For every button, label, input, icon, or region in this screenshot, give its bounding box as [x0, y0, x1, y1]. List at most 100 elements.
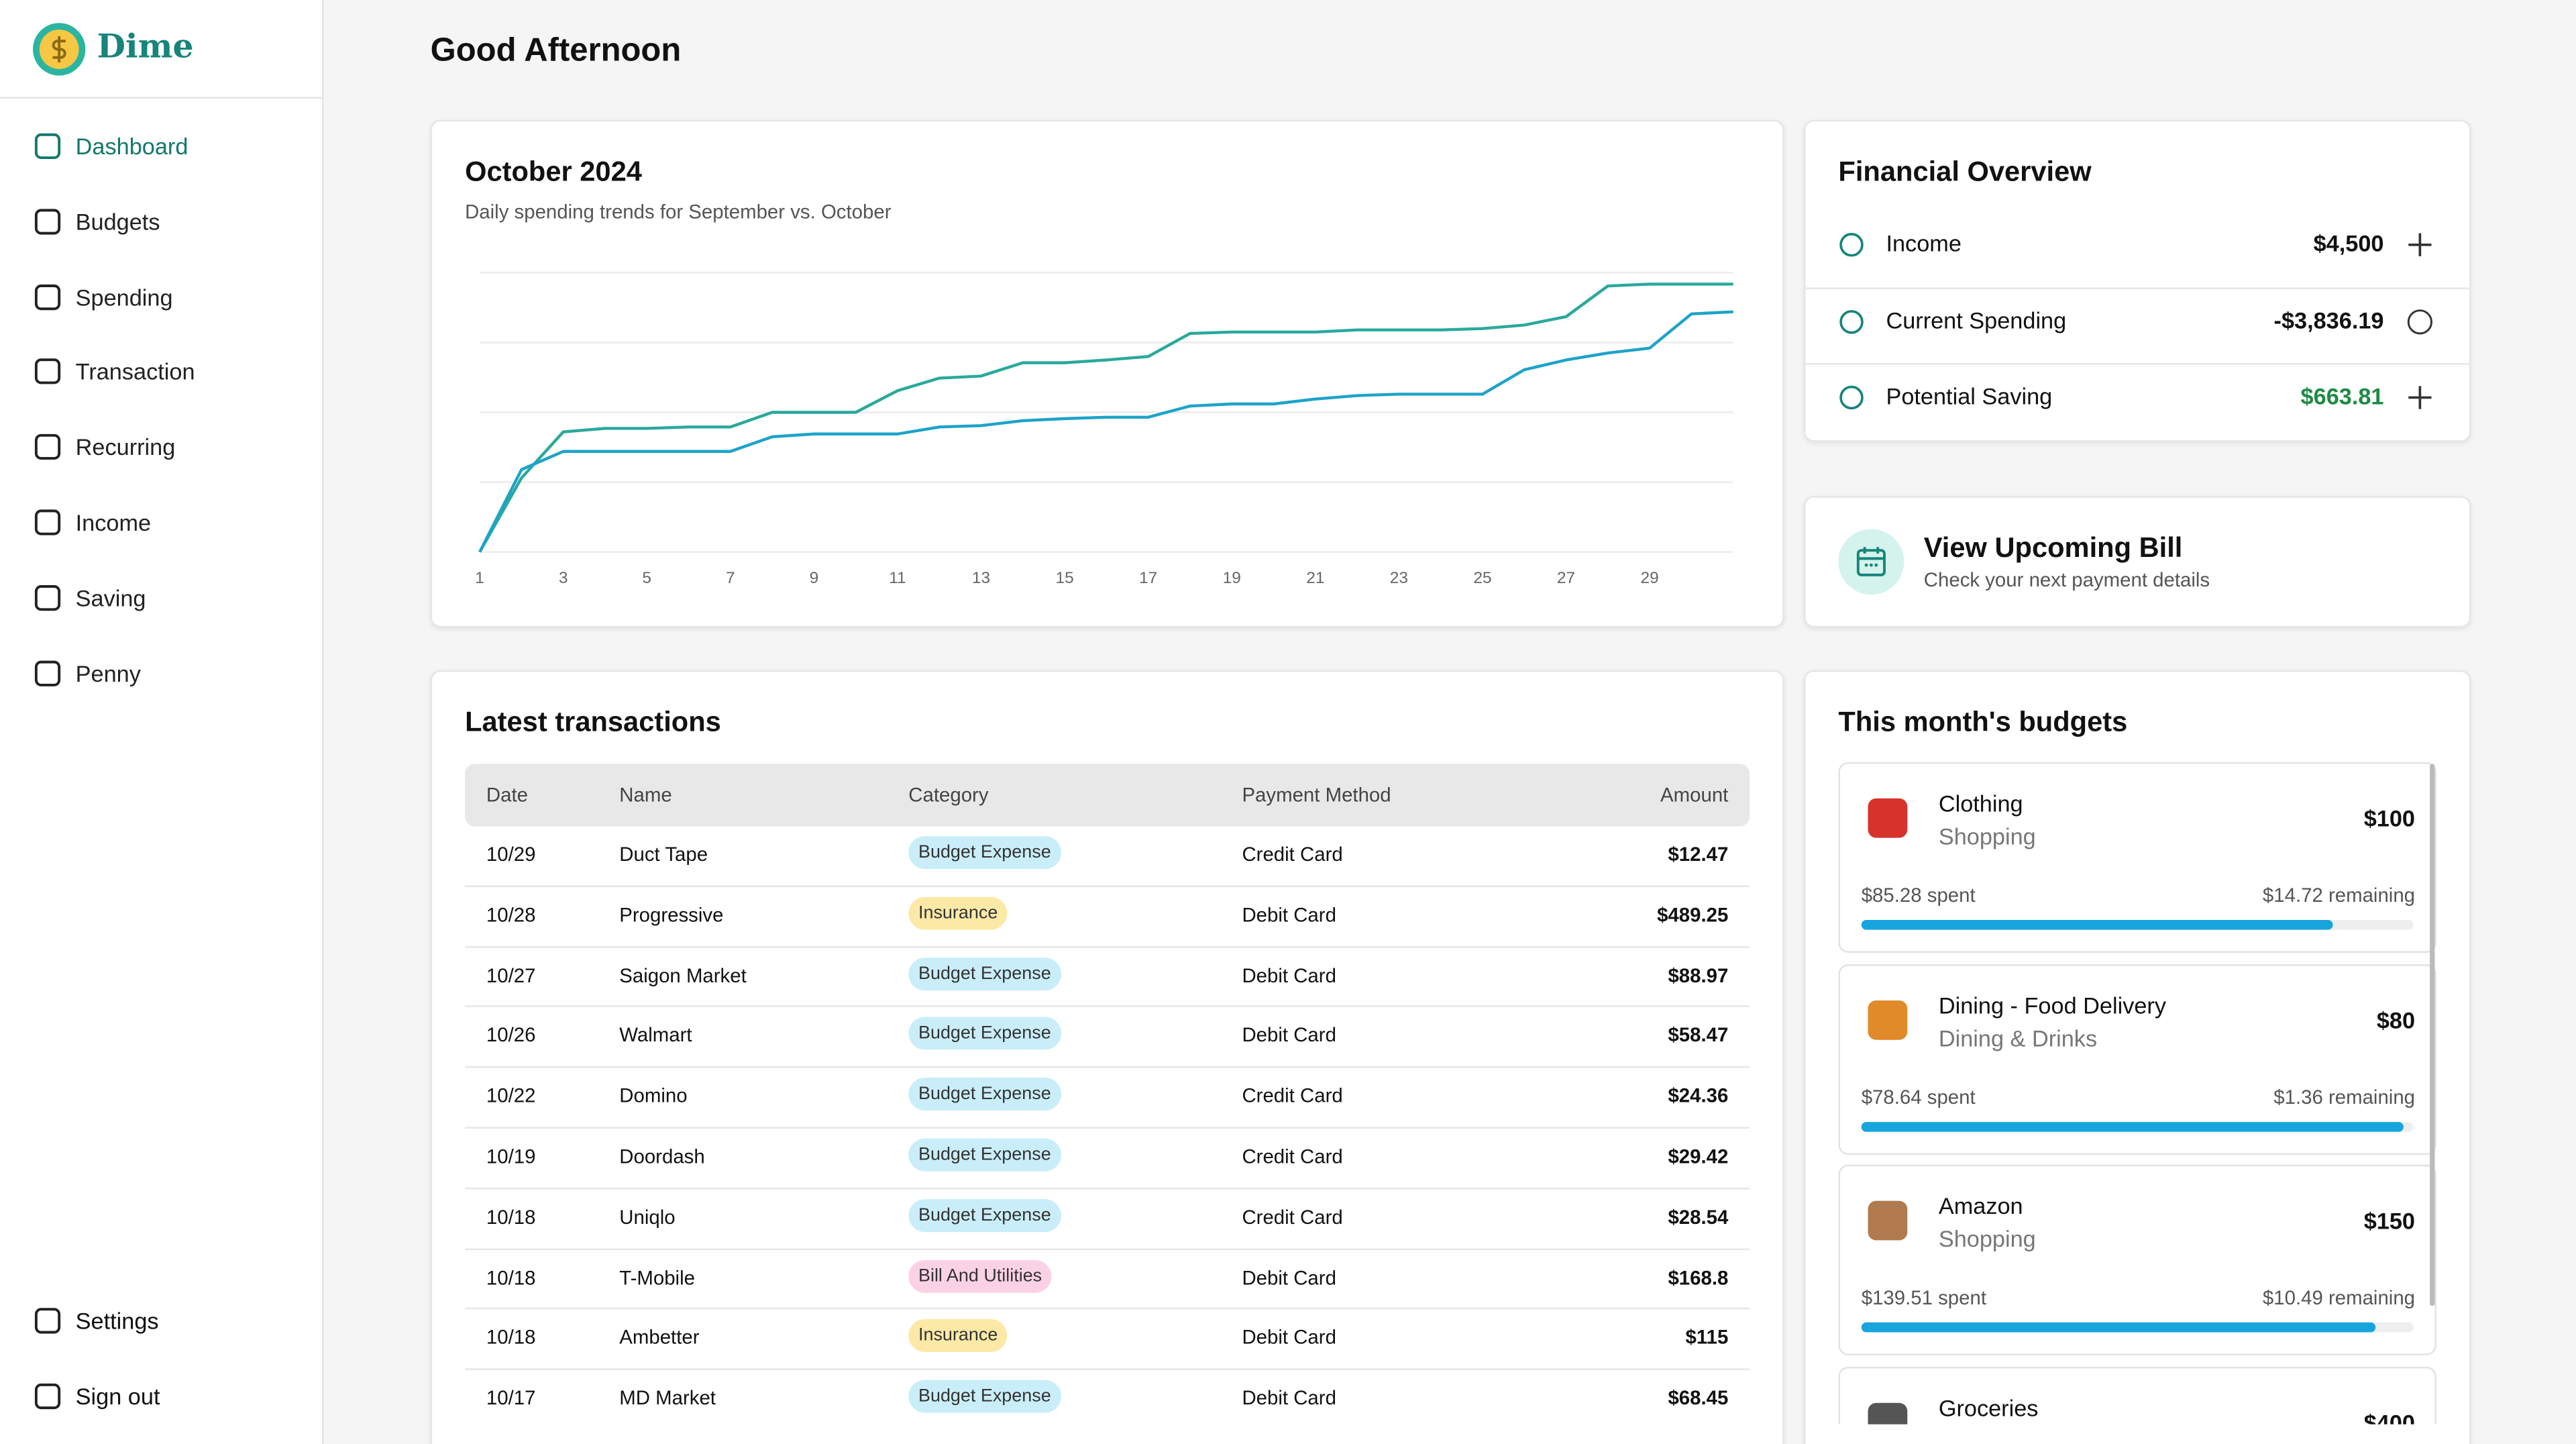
budget-remaining: $14.72 remaining: [2262, 884, 2416, 907]
x-tick-label: 3: [559, 569, 568, 587]
progress-bar: [1861, 1323, 2375, 1333]
chart-subtitle: Daily spending trends for September vs. …: [465, 200, 892, 223]
x-tick-label: 21: [1306, 569, 1324, 587]
budget-amount: $100: [2363, 805, 2416, 831]
nav-icon: [34, 584, 61, 611]
chart-title: October 2024: [465, 156, 642, 188]
category-pill: Budget Expense: [908, 1198, 1061, 1232]
row-label: Current Spending: [1886, 306, 2067, 333]
series-line: [478, 310, 1733, 553]
cell-name: Progressive: [619, 903, 724, 927]
nav-item[interactable]: Spending: [75, 283, 173, 310]
column-header: Date: [486, 783, 529, 807]
icon-shape: [34, 1383, 61, 1410]
row-divider: [465, 1368, 1750, 1371]
cell-name: Walmart: [619, 1024, 692, 1047]
nav-icon: [34, 1383, 61, 1410]
icon-shape: [34, 359, 61, 385]
cell-name: Domino: [619, 1084, 688, 1108]
nav-item[interactable]: Dashboard: [75, 133, 189, 160]
calendar-icon: [1838, 529, 1904, 595]
nav-item[interactable]: Transaction: [75, 358, 195, 385]
row-action-icon: [2408, 386, 2432, 409]
cell-amount: $115: [1685, 1326, 1729, 1349]
cell-payment: Credit Card: [1242, 842, 1343, 866]
budget-item[interactable]: Clothing Shopping $100 $85.28 spent $14.72 r…: [1838, 762, 2436, 953]
cell-amount: $12.47: [1668, 842, 1729, 866]
scrollbar: [2430, 764, 2435, 1306]
budget-item[interactable]: Amazon Shopping $150 $139.51 spent $10.49 re…: [1838, 1165, 2436, 1356]
budget-remaining: $10.49 remaining: [2262, 1286, 2416, 1310]
row-amount: $4,500: [2313, 229, 2384, 256]
icon-shape: [34, 660, 61, 686]
category-pill: Budget Expense: [908, 1138, 1061, 1172]
nav-icon: [34, 509, 61, 535]
budget-icon: [1868, 1201, 1908, 1241]
row-divider: [465, 1308, 1750, 1310]
icon-shape: [2408, 233, 2432, 256]
column-header: Amount: [1660, 783, 1729, 807]
cell-payment: Debit Card: [1242, 1266, 1336, 1289]
nav-item[interactable]: Settings: [75, 1307, 159, 1334]
cell-date: 10/18: [486, 1205, 536, 1229]
x-tick-label: 13: [972, 569, 990, 587]
row-amount: $663.81: [2300, 382, 2384, 409]
upcoming-card[interactable]: View Upcoming Bill Check your next payme…: [1804, 496, 2471, 628]
category-pill: Budget Expense: [908, 1380, 1061, 1413]
budget-list: Clothing Shopping $100 $85.28 spent $14.72 r…: [1838, 762, 2446, 1425]
nav-item[interactable]: Income: [75, 509, 152, 536]
category-pill: Budget Expense: [908, 836, 1061, 870]
cell-date: 10/22: [486, 1084, 536, 1108]
cell-date: 10/28: [486, 903, 536, 927]
cell-name: Duct Tape: [619, 842, 708, 866]
nav-item[interactable]: Recurring: [75, 433, 176, 460]
nav-item[interactable]: Saving: [75, 584, 146, 611]
nav-item[interactable]: Sign out: [75, 1383, 160, 1410]
x-tick-label: 5: [642, 569, 651, 587]
row-divider: [465, 1127, 1750, 1129]
budget-item[interactable]: Dining - Food Delivery Dining & Drinks $80…: [1838, 964, 2436, 1155]
icon-shape: [34, 1308, 61, 1334]
row-icon: [1839, 385, 1864, 410]
row-divider: [465, 1187, 1750, 1189]
table-header: [465, 764, 1750, 827]
budget-amount: $150: [2363, 1208, 2416, 1235]
icon-shape: [1839, 385, 1864, 410]
x-tick-label: 1: [475, 569, 484, 587]
x-tick-label: 17: [1139, 569, 1157, 587]
x-tick-label: 15: [1056, 569, 1074, 587]
cell-amount: $168.8: [1668, 1266, 1729, 1289]
budget-name: Groceries: [1938, 1394, 2039, 1421]
icon-shape: [1868, 1000, 1908, 1039]
row-label: Potential Saving: [1886, 382, 2053, 409]
cell-amount: $24.36: [1668, 1084, 1729, 1108]
cell-payment: Debit Card: [1242, 1386, 1336, 1410]
row-action-icon: [2408, 233, 2432, 256]
x-tick-label: 29: [1641, 569, 1659, 587]
cell-amount: $68.45: [1668, 1386, 1729, 1410]
brand: Dime: [97, 26, 194, 66]
x-tick-label: 25: [1473, 569, 1491, 587]
icon-shape: [34, 584, 61, 611]
cell-payment: Debit Card: [1242, 903, 1336, 927]
icon-shape: [34, 434, 61, 460]
cell-amount: $29.42: [1668, 1145, 1729, 1168]
cell-amount: $489.25: [1657, 903, 1729, 927]
category-pill: Bill And Utilities: [908, 1259, 1052, 1292]
budget-group: Dining & Drinks: [1938, 1024, 2098, 1051]
icon-shape: [1868, 1201, 1908, 1241]
cell-date: 10/27: [486, 964, 536, 987]
column-header: Category: [908, 783, 989, 807]
budget-item[interactable]: GroceriesFood$400: [1838, 1367, 2436, 1425]
nav-item[interactable]: Penny: [75, 660, 141, 686]
budget-spent: $78.64 spent: [1861, 1085, 1976, 1108]
icon-shape: [1868, 1402, 1908, 1425]
budget-icon: [1868, 1402, 1908, 1425]
budget-group: Shopping: [1938, 1226, 2036, 1253]
cell-name: Uniqlo: [619, 1205, 676, 1229]
nav-item[interactable]: Budgets: [75, 208, 160, 235]
cell-payment: Debit Card: [1242, 964, 1336, 987]
cell-amount: $88.97: [1668, 964, 1729, 987]
budget-icon: [1868, 1000, 1908, 1039]
